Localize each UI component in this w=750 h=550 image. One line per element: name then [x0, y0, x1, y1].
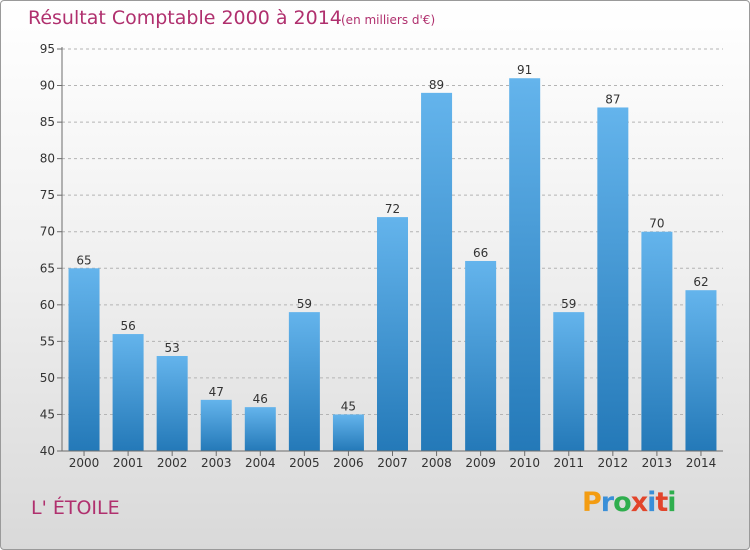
y-tick-label: 70 — [40, 225, 55, 239]
bar — [465, 260, 497, 451]
logo-letter: x — [630, 487, 648, 518]
x-tick-label: 2001 — [113, 456, 144, 470]
data-label: 72 — [385, 202, 400, 216]
place-name: L' ÉTOILE — [31, 497, 120, 519]
data-label: 62 — [693, 275, 708, 289]
data-label: 87 — [605, 92, 620, 106]
bar — [509, 78, 541, 452]
x-tick-label: 2014 — [686, 456, 717, 470]
y-tick-label: 45 — [40, 407, 55, 421]
y-tick-label: 75 — [40, 188, 55, 202]
y-tick-label: 40 — [40, 444, 55, 458]
x-tick-label: 2007 — [377, 456, 408, 470]
bar — [156, 355, 188, 451]
chart-title: Résultat Comptable 2000 à 2014 — [28, 7, 342, 29]
y-tick-label: 90 — [40, 79, 55, 93]
data-label: 70 — [649, 217, 664, 231]
labels: 40 45 50 55 60 65 70 75 80 85 90 95 65 2000 56 2001 53 20… — [40, 42, 717, 470]
y-tick-label: 50 — [40, 371, 55, 385]
y-tick-label: 55 — [40, 334, 55, 348]
logo-letter: t — [655, 487, 668, 518]
data-label: 47 — [209, 385, 224, 399]
y-tick-label: 60 — [40, 298, 55, 312]
logo-letter: P — [582, 487, 602, 518]
x-tick-label: 2013 — [642, 456, 673, 470]
data-label: 66 — [473, 246, 488, 260]
bar — [244, 407, 276, 451]
x-tick-label: 2004 — [245, 456, 276, 470]
x-tick-label: 2012 — [598, 456, 629, 470]
data-label: 59 — [297, 297, 312, 311]
x-tick-label: 2011 — [553, 456, 584, 470]
bar — [68, 268, 100, 451]
x-tick-label: 2008 — [421, 456, 452, 470]
proxiti-logo: Proxiti — [582, 487, 677, 518]
logo-letter: i — [647, 487, 656, 518]
logo-letter: r — [600, 487, 614, 518]
bar — [641, 231, 673, 451]
bar — [112, 334, 144, 451]
y-tick-label: 95 — [40, 42, 55, 56]
x-tick-label: 2000 — [69, 456, 100, 470]
bar — [597, 107, 629, 452]
y-tick-label: 80 — [40, 152, 55, 166]
data-label: 89 — [429, 78, 444, 92]
data-label: 53 — [165, 341, 180, 355]
x-tick-label: 2002 — [157, 456, 188, 470]
y-tick-label: 85 — [40, 115, 55, 129]
data-label: 46 — [253, 392, 268, 406]
axes — [57, 47, 723, 456]
bar — [332, 414, 364, 451]
x-tick-label: 2010 — [509, 456, 540, 470]
x-tick-label: 2006 — [333, 456, 364, 470]
bar — [200, 399, 232, 451]
chart-subtitle: (en milliers d'€) — [341, 13, 436, 27]
bar — [553, 312, 585, 451]
bar — [377, 217, 408, 451]
bar — [288, 312, 320, 451]
data-label: 59 — [561, 297, 576, 311]
bar — [421, 92, 453, 451]
data-label: 56 — [120, 319, 135, 333]
x-tick-label: 2005 — [289, 456, 320, 470]
y-tick-label: 65 — [40, 261, 55, 275]
logo-letter: o — [613, 487, 632, 518]
data-label: 45 — [341, 399, 356, 413]
bar — [685, 290, 717, 451]
bars — [68, 78, 717, 452]
logo-letter: i — [667, 487, 676, 518]
data-label: 91 — [517, 63, 532, 77]
x-tick-label: 2003 — [201, 456, 232, 470]
x-tick-label: 2009 — [465, 456, 496, 470]
data-label: 65 — [76, 253, 91, 267]
